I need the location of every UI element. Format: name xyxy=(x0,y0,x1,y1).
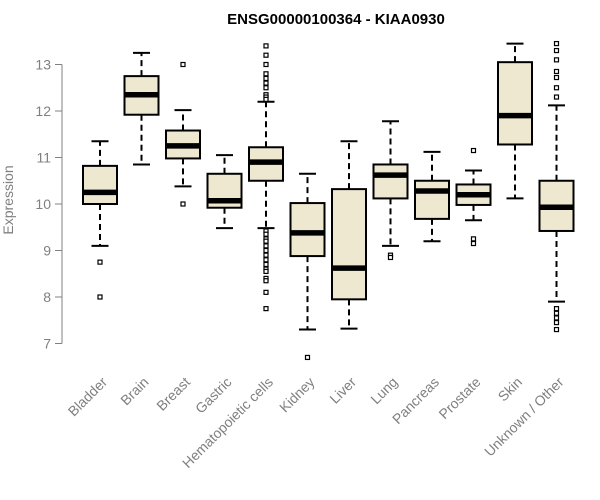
outlier-point xyxy=(263,261,269,268)
boxes-group xyxy=(82,40,575,361)
x-tick-label: Kidney xyxy=(276,374,318,416)
x-tick-label: Bladder xyxy=(65,374,111,420)
outlier-point xyxy=(553,68,560,75)
outlier-point xyxy=(263,52,269,58)
box-unknown-other xyxy=(538,40,575,333)
y-tick-label: 12 xyxy=(35,103,51,119)
outlier-point xyxy=(304,354,311,361)
box-iqr xyxy=(497,61,533,146)
y-tick-label: 8 xyxy=(43,289,51,305)
box-iqr xyxy=(289,202,326,258)
box-breast xyxy=(165,61,201,207)
outlier-point xyxy=(553,94,560,100)
outlier-point xyxy=(263,289,269,295)
outlier-point xyxy=(263,43,269,49)
y-tick-label: 7 xyxy=(43,336,51,352)
y-axis: 7 8 9 10 11 12 13 xyxy=(35,57,63,352)
outlier-point xyxy=(553,47,560,54)
outlier-point xyxy=(263,85,269,91)
outlier-point xyxy=(553,326,560,333)
x-tick-label: Unknown / Other xyxy=(481,374,567,460)
y-tick-label: 11 xyxy=(36,150,51,166)
outlier-point xyxy=(263,306,269,312)
outlier-point xyxy=(263,278,269,284)
outlier-point xyxy=(553,310,560,316)
box-prostate xyxy=(455,147,492,247)
outlier-point xyxy=(553,306,560,312)
outlier-point xyxy=(387,254,394,261)
outlier-point xyxy=(263,61,269,68)
outlier-point xyxy=(263,238,269,244)
chart-title: ENSG00000100364 - KIAA0930 xyxy=(227,11,445,28)
outlier-point xyxy=(553,40,560,47)
outlier-point xyxy=(180,61,186,68)
x-tick-label: Brain xyxy=(117,374,151,408)
outlier-point xyxy=(263,252,269,258)
box-iqr xyxy=(414,179,450,220)
box-pancreas xyxy=(414,150,450,243)
outlier-point xyxy=(470,240,477,247)
box-lung xyxy=(372,120,409,261)
box-gastric xyxy=(206,154,243,230)
x-tick-label: Liver xyxy=(326,374,359,407)
box-liver xyxy=(331,140,367,330)
y-tick-label: 10 xyxy=(35,196,51,212)
outlier-point xyxy=(263,80,269,86)
outlier-point xyxy=(263,71,269,77)
outlier-point xyxy=(470,147,477,154)
x-tick-label: Lung xyxy=(367,374,400,407)
x-tick-label: Breast xyxy=(153,374,193,414)
outlier-point xyxy=(553,319,560,326)
y-axis-label: Expression xyxy=(0,165,16,234)
x-tick-label: Prostate xyxy=(435,374,483,422)
box-kidney xyxy=(289,172,326,361)
outlier-point xyxy=(263,247,269,254)
outlier-point xyxy=(263,231,269,237)
outlier-point xyxy=(180,201,186,207)
box-hematopoietic-cells xyxy=(248,43,284,312)
outlier-point xyxy=(553,57,560,63)
box-iqr xyxy=(331,188,367,301)
outlier-point xyxy=(263,268,269,275)
y-tick-label: 9 xyxy=(43,243,51,259)
outlier-point xyxy=(553,85,560,91)
x-tick-label: Skin xyxy=(495,374,526,405)
outlier-point xyxy=(470,236,477,242)
outlier-point xyxy=(553,315,560,321)
outlier-point xyxy=(97,259,103,265)
outlier-point xyxy=(263,257,269,263)
outlier-point xyxy=(97,294,103,300)
outlier-point xyxy=(263,243,269,249)
box-iqr xyxy=(82,164,118,205)
box-brain xyxy=(123,51,160,166)
box-bladder xyxy=(82,140,118,300)
box-iqr xyxy=(372,163,409,200)
outlier-point xyxy=(553,74,560,81)
y-tick-label: 13 xyxy=(35,57,51,73)
box-skin xyxy=(497,42,533,200)
outlier-point xyxy=(263,75,269,82)
outlier-point xyxy=(263,96,269,102)
